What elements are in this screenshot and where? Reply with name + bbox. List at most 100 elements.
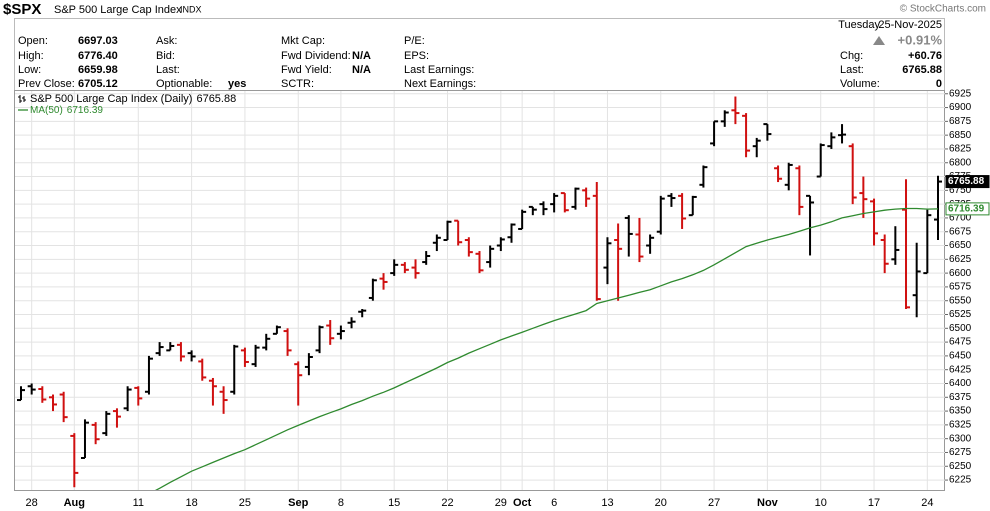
exchange: INDX	[180, 4, 202, 14]
y-tick-label: 6450	[949, 351, 972, 362]
grid	[15, 91, 945, 490]
y-tick-label: 6550	[949, 295, 972, 306]
y-tick-label: 6425	[949, 364, 972, 375]
y-tick-label: 6925	[949, 88, 972, 99]
y-tick-label: 6800	[949, 157, 972, 168]
y-tick-label: 6600	[949, 268, 972, 279]
field-label: Fwd Dividend:	[281, 50, 351, 62]
x-tick-label: 13	[601, 497, 613, 509]
field-label: Next Earnings:	[404, 78, 476, 90]
y-tick-label: 6650	[949, 240, 972, 251]
field-value: yes	[228, 78, 246, 90]
x-tick-label: 15	[388, 497, 400, 509]
up-arrow	[873, 36, 885, 45]
x-tick-label: 18	[185, 497, 197, 509]
y-tick-label: 6575	[949, 282, 972, 293]
field-label: Ask:	[156, 35, 177, 47]
y-tick-label: 6825	[949, 144, 972, 155]
info-panel	[14, 18, 945, 91]
x-tick-label: 17	[868, 497, 880, 509]
field-label: Last Earnings:	[404, 64, 474, 76]
field-label: Last:	[156, 64, 180, 76]
y-tick-label: 6675	[949, 226, 972, 237]
plot	[17, 96, 942, 490]
x-tick-label: Aug	[64, 497, 85, 509]
symbol: $SPX	[3, 1, 41, 18]
x-tick-label: 22	[441, 497, 453, 509]
y-tick-label: 6500	[949, 323, 972, 334]
y-tick-label: 6400	[949, 378, 972, 389]
date: 25-Nov-2025	[878, 19, 942, 31]
ma-line	[154, 207, 939, 490]
field-value: 6776.40	[78, 50, 118, 62]
y-tick-label: 6325	[949, 420, 972, 431]
legend-icon	[18, 95, 26, 103]
y-tick-label: 6375	[949, 392, 972, 403]
change-pct: +0.91%	[898, 32, 943, 47]
y-tick-label: 6875	[949, 116, 972, 127]
plot-frame	[14, 90, 945, 491]
legend-value: 6765.88	[196, 93, 236, 105]
y-tick-label: 6700	[949, 213, 972, 224]
field-label: High:	[18, 50, 44, 62]
field-label: Optionable:	[156, 78, 212, 90]
legend-name: MA(50)	[30, 105, 63, 116]
y-tick-label: 6250	[949, 461, 972, 472]
y-tick-label: 6275	[949, 447, 972, 458]
x-tick-label: 8	[338, 497, 344, 509]
x-tick-label: Sep	[288, 497, 308, 509]
y-tick-label: 6225	[949, 475, 972, 486]
field-label: EPS:	[404, 50, 429, 62]
field-value: 6659.98	[78, 64, 118, 76]
x-tick-label: Nov	[757, 497, 779, 509]
x-tick-label: Oct	[513, 497, 532, 509]
stat-label: Chg:	[840, 50, 863, 62]
field-value: N/A	[352, 50, 371, 62]
stat-value: +60.76	[908, 50, 942, 62]
y-tick-label: 6475	[949, 337, 972, 348]
legend-value: 6716.39	[67, 105, 104, 116]
copyright: © StockCharts.com	[900, 4, 986, 15]
x-tick-label: 25	[239, 497, 251, 509]
y-tick-label: 6300	[949, 433, 972, 444]
field-value: 6697.03	[78, 35, 118, 47]
field-label: Fwd Yield:	[281, 64, 332, 76]
field-label: Prev Close:	[18, 78, 75, 90]
legend-entry: S&P 500 Large Cap Index (Daily) 6765.88	[30, 93, 236, 105]
x-tick-label: 11	[133, 497, 144, 509]
y-tick-label: 6750	[949, 185, 972, 196]
y-tick-label: 6900	[949, 102, 972, 113]
stat-value: 6765.88	[902, 64, 942, 76]
price-tag	[945, 175, 990, 189]
field-label: Low:	[18, 64, 41, 76]
price-tag-label: 6765.88	[948, 176, 985, 187]
price-tag-label: 6716.39	[948, 204, 985, 215]
x-tick-label: 29	[495, 497, 507, 509]
stat-value: 0	[936, 78, 942, 90]
legend-entry: MA(50) 6716.39	[30, 105, 103, 116]
index-name: S&P 500 Large Cap Index	[54, 4, 182, 16]
x-tick-label: 10	[815, 497, 827, 509]
stat-label: Volume:	[840, 78, 880, 90]
field-label: Open:	[18, 35, 48, 47]
y-tick-label: 6350	[949, 406, 972, 417]
y-tick-label: 6850	[949, 130, 972, 141]
x-tick-label: 6	[551, 497, 557, 509]
y-tick-label: 6525	[949, 309, 972, 320]
field-value: 6705.12	[78, 78, 118, 90]
field-label: Bid:	[156, 50, 175, 62]
field-value: N/A	[352, 64, 371, 76]
field-label: SCTR:	[281, 78, 314, 90]
x-tick-label: 28	[26, 497, 38, 509]
price-tag	[945, 202, 990, 216]
field-label: P/E:	[404, 35, 425, 47]
x-tick-label: 24	[921, 497, 933, 509]
field-label: Mkt Cap:	[281, 35, 325, 47]
x-tick-label: 20	[655, 497, 667, 509]
y-tick-label: 6625	[949, 254, 972, 265]
legend-name: S&P 500 Large Cap Index (Daily)	[30, 93, 192, 105]
day: Tuesday	[838, 19, 880, 31]
x-tick-label: 27	[708, 497, 720, 509]
stat-label: Last:	[840, 64, 864, 76]
